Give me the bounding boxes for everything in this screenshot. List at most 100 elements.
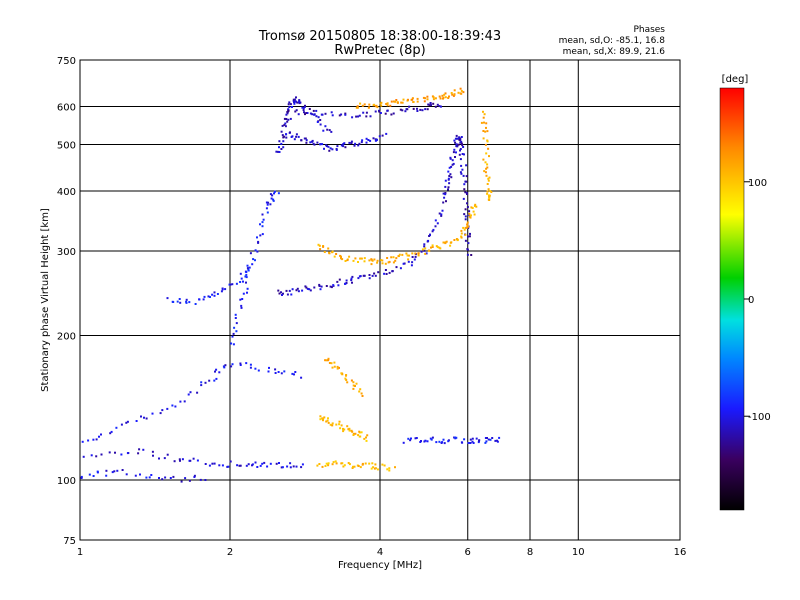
colorbar-tick-label: -100 (748, 412, 771, 423)
data-point (207, 295, 210, 298)
data-point (428, 249, 431, 252)
data-point (360, 431, 363, 434)
x-tick-label: 10 (572, 547, 585, 558)
data-point (352, 432, 355, 435)
data-point (484, 441, 487, 444)
data-point (259, 234, 262, 237)
data-point (486, 192, 489, 195)
data-point (415, 437, 418, 439)
data-point (325, 359, 328, 362)
data-point (185, 298, 188, 301)
data-point (283, 117, 286, 120)
data-point (466, 193, 468, 195)
data-point (449, 244, 452, 247)
data-point (427, 239, 430, 242)
data-point (285, 113, 288, 116)
data-point (381, 262, 384, 265)
data-point (466, 206, 469, 208)
data-point (406, 108, 409, 111)
data-point (331, 424, 334, 427)
data-point (462, 91, 465, 94)
data-point (460, 140, 463, 143)
data-point (457, 137, 460, 140)
data-point (432, 228, 435, 231)
data-point (295, 289, 298, 292)
data-point (445, 200, 447, 203)
data-point (350, 140, 353, 143)
data-point (275, 150, 278, 153)
data-point (485, 167, 488, 170)
data-point (462, 174, 465, 177)
data-point (394, 259, 397, 262)
data-point (385, 132, 388, 135)
data-point (350, 142, 353, 144)
data-point (322, 419, 324, 422)
y-tick-label: 75 (63, 536, 76, 547)
data-point (300, 139, 303, 142)
data-point (448, 175, 451, 177)
data-point (455, 238, 458, 240)
data-point (438, 440, 441, 443)
data-point (454, 436, 457, 439)
data-point (411, 98, 414, 101)
data-point (449, 173, 452, 176)
chart-subtitle: RwPretec (8p) (334, 43, 425, 58)
data-point (435, 441, 438, 444)
data-point (278, 151, 281, 153)
data-point (120, 453, 123, 456)
data-point (113, 470, 116, 473)
data-point (286, 465, 289, 468)
data-points (80, 87, 501, 483)
data-point (473, 213, 476, 216)
data-point (468, 235, 471, 238)
data-point (280, 142, 283, 145)
data-point (291, 288, 294, 291)
data-point (280, 372, 283, 375)
data-point (331, 366, 334, 369)
data-point (473, 205, 476, 207)
data-point (297, 113, 300, 116)
data-point (452, 162, 455, 165)
data-point (359, 435, 362, 438)
data-point (291, 135, 294, 138)
data-point (301, 289, 304, 292)
data-point (376, 259, 379, 262)
data-point (376, 106, 379, 109)
data-point (348, 429, 351, 432)
data-point (484, 130, 487, 133)
data-point (267, 370, 270, 373)
data-point (346, 425, 349, 428)
data-point (311, 113, 314, 116)
data-point (152, 454, 154, 457)
data-point (472, 442, 475, 444)
data-point (454, 137, 457, 140)
data-point (328, 129, 331, 132)
data-point (363, 260, 366, 263)
data-point (450, 165, 453, 168)
data-point (405, 252, 408, 255)
data-point (301, 106, 304, 109)
colorbar-gradient (719, 87, 745, 511)
data-point (469, 442, 472, 444)
data-point (447, 97, 450, 99)
data-point (240, 304, 243, 307)
data-point (346, 259, 349, 262)
data-point (451, 163, 454, 166)
data-point (452, 151, 455, 154)
data-point (329, 285, 332, 288)
data-point (324, 465, 327, 467)
data-point (469, 232, 471, 235)
data-point (355, 106, 358, 109)
data-point (465, 180, 468, 183)
data-point (392, 261, 395, 264)
data-point (299, 101, 302, 104)
data-point (232, 332, 235, 335)
data-point (166, 453, 169, 456)
data-point (218, 464, 221, 467)
data-point (343, 428, 346, 431)
data-point (285, 136, 288, 139)
data-point (337, 284, 340, 287)
data-point (281, 134, 284, 137)
data-point (370, 263, 373, 266)
data-point (352, 259, 355, 262)
